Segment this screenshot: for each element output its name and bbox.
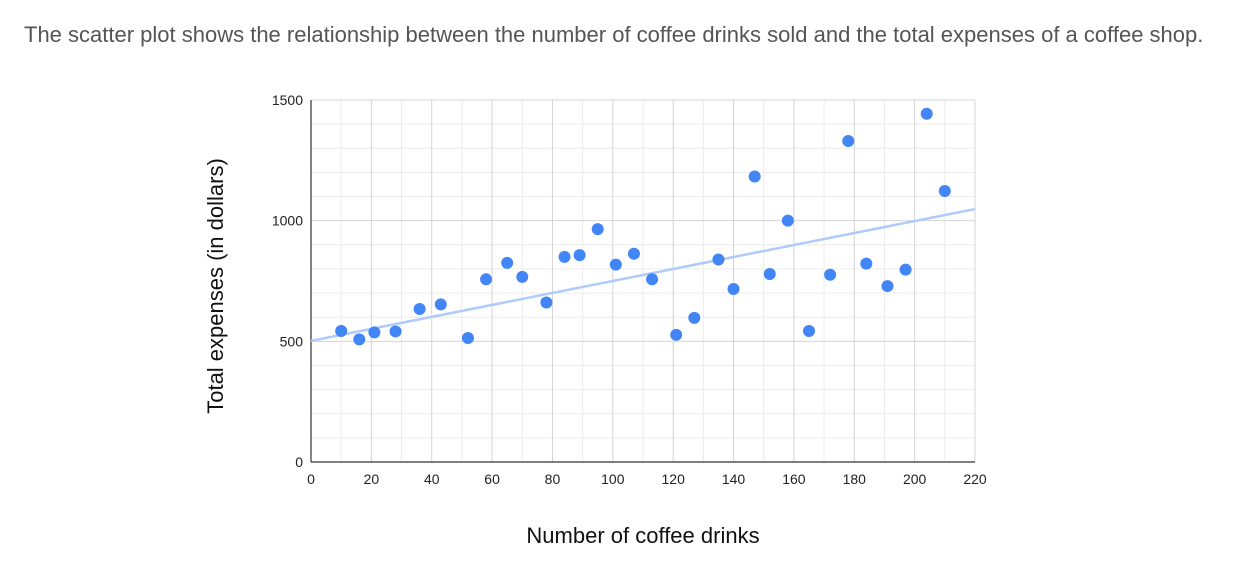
data-point [573, 249, 586, 262]
data-point [712, 253, 725, 266]
data-point [353, 333, 366, 346]
minor-gridlines [311, 100, 975, 462]
x-tick-label: 160 [782, 471, 806, 487]
intro-text: The scatter plot shows the relationship … [24, 22, 1204, 47]
x-tick-label: 60 [484, 471, 500, 487]
data-point [670, 328, 683, 341]
data-point [899, 263, 912, 276]
data-point [881, 280, 894, 293]
data-point [591, 223, 604, 236]
data-point [480, 273, 493, 286]
x-tick-label: 80 [545, 471, 561, 487]
x-tick-label: 220 [963, 471, 987, 487]
data-point [803, 324, 815, 337]
data-point [558, 250, 571, 263]
data-point [860, 257, 873, 270]
data-point [434, 298, 447, 311]
data-point [781, 214, 794, 227]
data-point [389, 325, 402, 338]
data-point [688, 311, 701, 324]
data-point [516, 270, 529, 283]
x-tick-label: 100 [601, 471, 625, 487]
data-point [727, 282, 740, 295]
x-tick-label: 0 [307, 471, 315, 487]
trendline [310, 207, 976, 343]
x-axis-label: Number of coffee drinks [526, 523, 759, 548]
x-tick-label: 200 [903, 471, 927, 487]
axes [310, 100, 975, 463]
x-tick-labels: 0 20 40 60 80 100 120 140 160 180 200 220 [307, 471, 987, 487]
x-tick-label: 20 [364, 471, 380, 487]
data-point [461, 331, 474, 344]
x-tick-label: 40 [424, 471, 440, 487]
x-tick-label: 140 [722, 471, 746, 487]
x-tick-label: 120 [662, 471, 686, 487]
data-point [335, 324, 348, 337]
y-tick-label: 1000 [272, 213, 303, 229]
data-point [413, 302, 426, 315]
y-tick-label: 0 [295, 454, 303, 470]
y-axis-label: Total expenses (in dollars) [203, 158, 228, 414]
data-point [368, 326, 381, 339]
x-tick-label: 180 [843, 471, 867, 487]
data-point [763, 268, 776, 281]
data-point [540, 296, 553, 309]
trendline-group [310, 207, 976, 343]
data-point [824, 268, 837, 281]
data-point [646, 273, 659, 286]
y-tick-label: 500 [280, 333, 304, 349]
data-point [748, 170, 761, 183]
data-point [842, 135, 855, 148]
data-point [938, 184, 951, 197]
y-tick-label: 1500 [272, 92, 303, 108]
data-point [501, 256, 514, 269]
y-tick-labels: 0 500 1000 1500 [272, 92, 303, 470]
data-point [920, 107, 933, 120]
data-point [627, 247, 640, 260]
data-point [609, 258, 622, 271]
data-points [335, 107, 951, 346]
